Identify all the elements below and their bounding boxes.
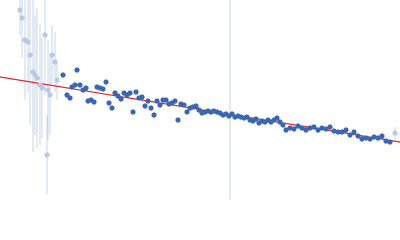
point (253, 116, 259, 122)
point (45, 87, 51, 93)
point (151, 112, 157, 118)
point (109, 105, 115, 111)
point (299, 125, 305, 131)
point (327, 124, 333, 130)
point (367, 136, 373, 142)
point (163, 97, 169, 103)
point (331, 128, 337, 134)
point (392, 130, 398, 136)
point (295, 123, 301, 129)
point (72, 82, 78, 88)
point (343, 127, 349, 133)
point (363, 135, 369, 141)
point (157, 102, 163, 108)
point (49, 52, 55, 58)
point (351, 129, 357, 135)
point (339, 129, 345, 135)
point (139, 94, 145, 100)
point (103, 79, 109, 85)
point (100, 86, 106, 92)
point (287, 125, 293, 131)
point (133, 89, 139, 95)
point (375, 135, 381, 141)
point (359, 136, 365, 142)
point (118, 96, 124, 102)
point (291, 126, 297, 132)
point (154, 98, 160, 104)
point (280, 122, 286, 128)
point (54, 77, 60, 83)
point (303, 127, 309, 133)
page: {"chart_data": {"type": "scatter", "xlim… (0, 0, 400, 200)
point (127, 90, 133, 96)
point (347, 132, 353, 138)
point (335, 129, 341, 135)
point (39, 85, 45, 91)
point (311, 124, 317, 130)
point (25, 39, 31, 45)
point (387, 139, 393, 145)
point (371, 134, 377, 140)
point (283, 127, 289, 133)
point (67, 95, 73, 101)
point (42, 32, 48, 38)
point (181, 102, 187, 108)
point (145, 98, 151, 104)
point (106, 100, 112, 106)
chart (0, 0, 400, 200)
point (83, 85, 89, 91)
point (52, 59, 58, 65)
point (130, 109, 136, 115)
point (172, 98, 178, 104)
point (274, 115, 280, 121)
point (44, 152, 50, 158)
point (47, 92, 53, 98)
point (77, 82, 83, 88)
point (379, 133, 385, 139)
point (315, 127, 321, 133)
point (142, 103, 148, 109)
point (319, 125, 325, 131)
point (27, 52, 33, 58)
point (19, 15, 25, 21)
point (323, 126, 329, 132)
point (91, 99, 97, 105)
point (34, 75, 40, 81)
point (184, 109, 190, 115)
point (383, 138, 389, 144)
point (17, 7, 23, 13)
point (355, 133, 361, 139)
point (193, 103, 199, 109)
point (307, 125, 313, 131)
point (74, 67, 80, 73)
point (60, 72, 66, 78)
point (148, 105, 154, 111)
point (175, 117, 181, 123)
